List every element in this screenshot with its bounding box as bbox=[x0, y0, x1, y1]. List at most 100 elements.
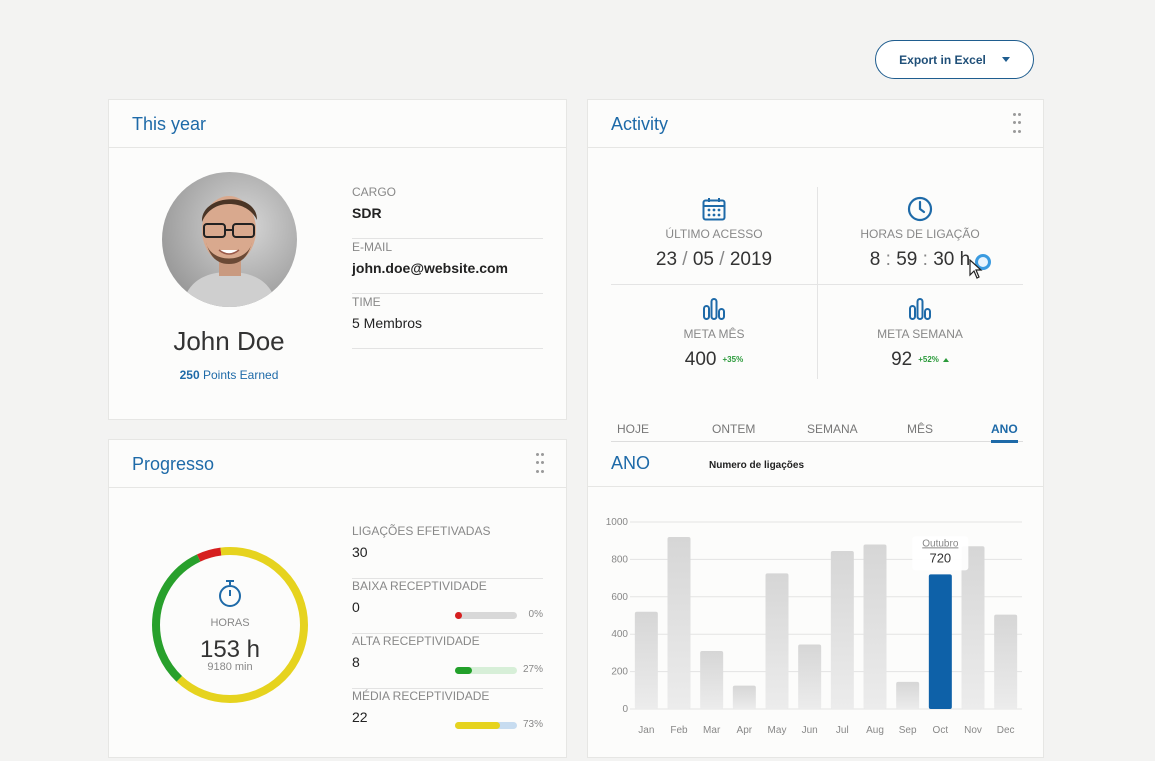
date-month: 05 bbox=[692, 249, 714, 270]
chart-bar bbox=[961, 546, 985, 709]
tab-ontem[interactable]: ONTEM bbox=[712, 422, 756, 436]
progress-bar bbox=[455, 612, 517, 619]
chart-bar bbox=[732, 685, 756, 709]
tab-ano[interactable]: ANO bbox=[991, 422, 1018, 443]
cursor-highlight bbox=[975, 254, 991, 270]
stat-value: 8 : 59 : 30 h bbox=[817, 249, 1023, 271]
progress-bar bbox=[455, 722, 517, 729]
time-seconds: 30 bbox=[933, 249, 955, 270]
date-year: 2019 bbox=[729, 249, 773, 270]
tooltip-box bbox=[912, 536, 969, 571]
progress-percent: 27% bbox=[522, 664, 543, 675]
stopwatch-icon bbox=[219, 580, 241, 607]
tooltip-label: Outubro bbox=[922, 538, 959, 549]
stat-call-hours: HORAS DE LIGAÇÃO 8 : 59 : 30 h bbox=[817, 195, 1023, 271]
stat-value: 92 +52% bbox=[817, 349, 1023, 371]
y-tick-label: 800 bbox=[611, 554, 628, 565]
x-tick-label: Jul bbox=[836, 725, 849, 736]
progress-card: Progresso HORAS 153 h 9180 min LIGAÇÕES … bbox=[108, 439, 567, 758]
y-tick-label: 0 bbox=[622, 704, 628, 715]
ring-value: 153 h bbox=[200, 636, 260, 663]
chart-bar bbox=[634, 611, 658, 709]
time-unit: h bbox=[959, 249, 971, 270]
progress-bar-fill bbox=[455, 612, 462, 619]
progress-card-title: Progresso bbox=[132, 454, 215, 474]
info-value: 5 Membros bbox=[352, 315, 423, 331]
points-value: 250 bbox=[179, 368, 200, 382]
info-label: CARGO bbox=[352, 185, 397, 199]
progress-bar-fill bbox=[455, 722, 501, 729]
chart-bar bbox=[863, 544, 887, 709]
profile-card-title: This year bbox=[132, 114, 207, 134]
change-badge: +52% bbox=[918, 355, 939, 365]
change-badge: +35% bbox=[722, 355, 744, 365]
stat-label: ÚLTIMO ACESSO bbox=[665, 227, 763, 241]
activity-card-header: Activity bbox=[588, 100, 1043, 148]
x-tick-label: Feb bbox=[670, 725, 688, 736]
activity-card: Activity ÚLTIMO ACESSO 23 / 05 / 2019 HO… bbox=[587, 99, 1044, 758]
info-item-cargo: CARGO SDR bbox=[352, 184, 543, 239]
tab-hoje[interactable]: HOJE bbox=[617, 422, 650, 436]
tab-mes[interactable]: MÊS bbox=[907, 422, 934, 436]
x-tick-label: Sep bbox=[899, 725, 917, 736]
info-item-email: E-MAIL john.doe@website.com bbox=[352, 239, 543, 294]
chart-period-title: ANO bbox=[611, 453, 651, 473]
progress-value: 8 bbox=[352, 654, 360, 670]
ring-sub: 9180 min bbox=[207, 661, 252, 673]
meta-week-value: 92 bbox=[891, 349, 913, 370]
progress-item-media: MÉDIA RECEPTIVIDADE 22 73% bbox=[352, 689, 543, 744]
x-tick-label: Apr bbox=[737, 725, 753, 736]
y-tick-label: 1000 bbox=[606, 517, 629, 528]
stat-label: META MÊS bbox=[683, 327, 745, 341]
info-item-time: TIME 5 Membros bbox=[352, 294, 543, 349]
points-label: Points Earned bbox=[202, 368, 279, 382]
progress-percent: 0% bbox=[528, 609, 543, 620]
progress-bar bbox=[455, 667, 517, 674]
x-tick-label: Mar bbox=[703, 725, 721, 736]
chevron-down-icon bbox=[1001, 57, 1010, 62]
progress-list: LIGAÇÕES EFETIVADAS 30 BAIXA RECEPTIVIDA… bbox=[352, 524, 543, 744]
meta-month-value: 400 bbox=[684, 349, 717, 370]
bar-chart-icon bbox=[611, 295, 817, 323]
chart-bar bbox=[798, 644, 822, 709]
x-tick-label: Oct bbox=[933, 725, 949, 736]
time-separator: : bbox=[885, 249, 891, 270]
drag-handle-icon[interactable] bbox=[536, 453, 544, 475]
progress-label: BAIXA RECEPTIVIDADE bbox=[352, 579, 487, 593]
hours-ring: HORAS 153 h 9180 min bbox=[152, 547, 308, 703]
chart-bar bbox=[700, 651, 724, 709]
calendar-icon bbox=[611, 195, 817, 223]
x-tick-label: Jan bbox=[638, 725, 654, 736]
chart-bar bbox=[994, 614, 1018, 709]
stat-value: 23 / 05 / 2019 bbox=[611, 249, 817, 271]
stat-label: META SEMANA bbox=[877, 327, 963, 341]
stats-divider bbox=[611, 284, 1023, 285]
clock-icon bbox=[817, 195, 1023, 223]
export-excel-button[interactable]: Export in Excel bbox=[875, 40, 1034, 79]
x-tick-label: Aug bbox=[866, 725, 884, 736]
info-value: john.doe@website.com bbox=[352, 260, 509, 276]
progress-value: 0 bbox=[352, 599, 360, 615]
chart-bar bbox=[667, 536, 691, 709]
profile-card: This year John Doe 250 Points Earned C bbox=[108, 99, 567, 420]
progress-percent: 73% bbox=[522, 719, 543, 730]
stat-meta-month: META MÊS 400 +35% bbox=[611, 295, 817, 371]
chart-bar bbox=[928, 574, 952, 709]
ring-segment bbox=[152, 547, 308, 703]
x-tick-label: Dec bbox=[997, 725, 1015, 736]
y-tick-label: 200 bbox=[611, 667, 628, 678]
stat-last-access: ÚLTIMO ACESSO 23 / 05 / 2019 bbox=[611, 195, 817, 271]
chart-divider bbox=[588, 486, 1043, 487]
activity-card-title: Activity bbox=[611, 114, 669, 134]
progress-label: ALTA RECEPTIVIDADE bbox=[352, 634, 480, 648]
tab-semana[interactable]: SEMANA bbox=[807, 422, 858, 436]
progress-item-efetivadas: LIGAÇÕES EFETIVADAS 30 bbox=[352, 524, 543, 579]
progress-value: 22 bbox=[352, 709, 368, 725]
time-hours: 8 bbox=[869, 249, 881, 270]
progress-card-header: Progresso bbox=[109, 440, 566, 488]
drag-handle-icon[interactable] bbox=[1013, 113, 1021, 135]
y-tick-label: 400 bbox=[611, 629, 628, 640]
progress-value: 30 bbox=[352, 544, 368, 560]
stat-meta-week: META SEMANA 92 +52% bbox=[817, 295, 1023, 371]
date-separator: / bbox=[719, 249, 725, 270]
